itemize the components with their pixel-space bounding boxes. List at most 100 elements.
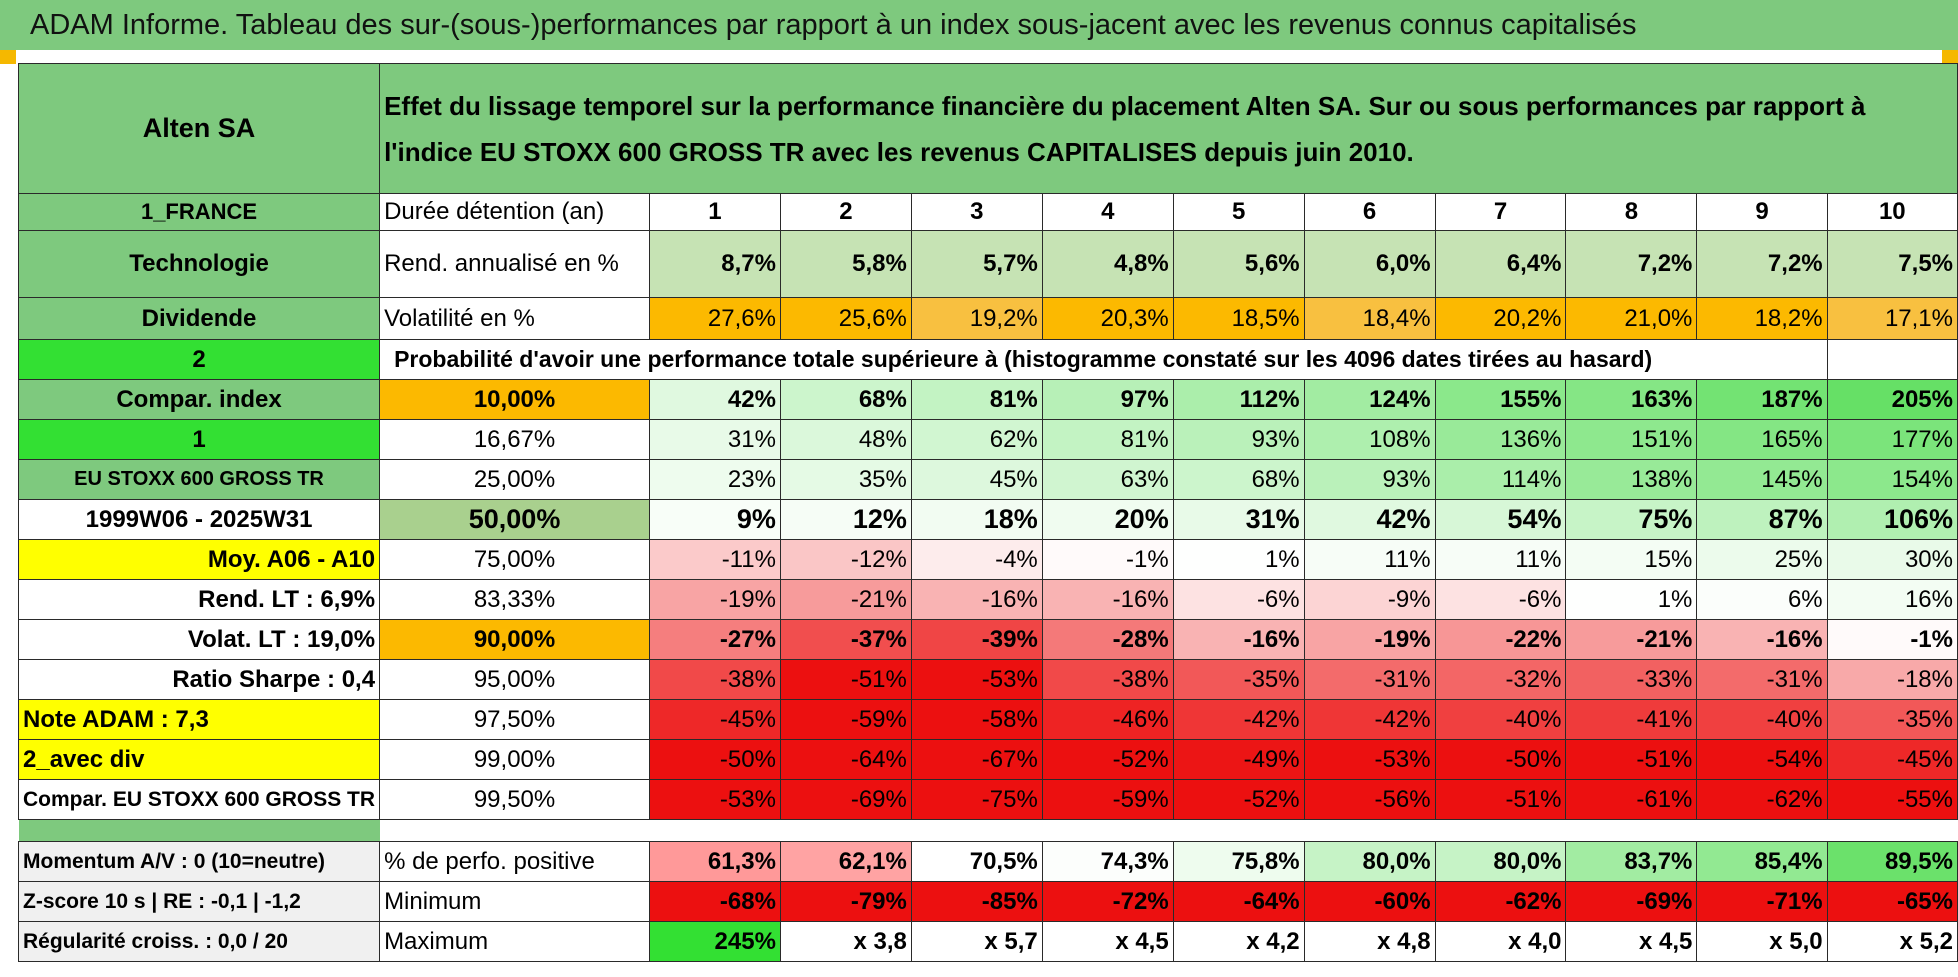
prob-value: 87% <box>1696 499 1828 540</box>
prob-value: 81% <box>910 379 1043 420</box>
prob-value: -1% <box>1826 619 1958 660</box>
prob-value: 16% <box>1826 579 1958 620</box>
choice-2[interactable]: 1 <box>17 419 381 460</box>
prob-value: -40% <box>1696 699 1828 740</box>
vol-value: 18,2% <box>1696 297 1828 340</box>
prob-value: 18% <box>910 499 1043 540</box>
corner-marker-right <box>1942 50 1958 64</box>
prob-threshold: 97,50% <box>379 699 651 740</box>
choice-1[interactable]: 2 <box>17 339 381 380</box>
prob-value: 165% <box>1696 419 1828 460</box>
prob-value: -32% <box>1434 659 1567 700</box>
prob-value: 151% <box>1565 419 1698 460</box>
prob-value: -50% <box>649 739 781 780</box>
prob-value: -75% <box>910 779 1043 820</box>
vol-value: 18,4% <box>1303 297 1436 340</box>
rend-lt: Rend. LT : 6,9% <box>17 579 381 620</box>
prob-value: -53% <box>1303 739 1436 780</box>
vol-value: 20,2% <box>1434 297 1567 340</box>
prob-value: -67% <box>910 739 1043 780</box>
prob-value: -12% <box>779 539 912 580</box>
min-value: -72% <box>1041 881 1174 922</box>
prob-value: -31% <box>1696 659 1828 700</box>
prob-value: 11% <box>1434 539 1567 580</box>
prob-value: -40% <box>1434 699 1567 740</box>
prob-value: 177% <box>1826 419 1958 460</box>
year-2: 2 <box>779 193 912 231</box>
prob-value: -33% <box>1565 659 1698 700</box>
pos-value: 80,0% <box>1434 841 1567 882</box>
prob-value: 97% <box>1041 379 1174 420</box>
prob-value: -1% <box>1041 539 1174 580</box>
table-row: Volat. LT : 19,0% 90,00% -27% -37% -39% -28% -… <box>17 619 1958 660</box>
prob-value: 112% <box>1172 379 1305 420</box>
vol-value: 21,0% <box>1565 297 1698 340</box>
prob-value: -22% <box>1434 619 1567 660</box>
table-row: 1 16,67% 31% 48% 62% 81% 93% 108% 136% 151% 165% 17… <box>17 419 1958 460</box>
prob-value: 31% <box>649 419 781 460</box>
pos-value: 80,0% <box>1303 841 1436 882</box>
year-3: 3 <box>910 193 1043 231</box>
prob-value: 12% <box>779 499 912 540</box>
rend-label: Rend. annualisé en % <box>379 230 651 298</box>
prob-value: -54% <box>1696 739 1828 780</box>
prob-value: -16% <box>1696 619 1828 660</box>
rend-value: 6,0% <box>1303 230 1436 298</box>
prob-threshold: 99,00% <box>379 739 651 780</box>
prob-value: 9% <box>649 499 781 540</box>
prob-value: 138% <box>1565 459 1698 500</box>
rend-value: 7,5% <box>1826 230 1958 298</box>
max-label: Maximum <box>379 921 651 962</box>
prob-value: -27% <box>649 619 781 660</box>
year-1: 1 <box>649 193 781 231</box>
prob-value: 35% <box>779 459 912 500</box>
prob-value: 163% <box>1565 379 1698 420</box>
pos-value: 74,3% <box>1041 841 1174 882</box>
prob-value: -53% <box>910 659 1043 700</box>
prob-value: 1% <box>1172 539 1305 580</box>
prob-value: -35% <box>1172 659 1305 700</box>
description: Effet du lissage temporel sur la perform… <box>379 63 1958 194</box>
max-value: x 5,2 <box>1826 921 1958 962</box>
year-6: 6 <box>1303 193 1436 231</box>
vol-value: 27,6% <box>649 297 781 340</box>
table-row: Note ADAM : 7,3 97,50% -45% -59% -58% -46% -42… <box>17 699 1958 740</box>
prob-value: 106% <box>1826 499 1958 540</box>
prob-value: 23% <box>649 459 781 500</box>
table-row: Compar. index 10,00% 42% 68% 81% 97% 112% 124% 1… <box>17 379 1958 420</box>
prob-value: 108% <box>1303 419 1436 460</box>
corner-marker-left <box>0 50 16 64</box>
prob-value: 154% <box>1826 459 1958 500</box>
prob-value: -52% <box>1172 779 1305 820</box>
pos-value: 89,5% <box>1826 841 1958 882</box>
prob-threshold: 10,00% <box>379 379 651 420</box>
prob-value: -51% <box>1565 739 1698 780</box>
company-name: Alten SA <box>17 63 381 194</box>
sector: Technologie <box>17 230 381 298</box>
country: 1_FRANCE <box>17 193 381 231</box>
max-value: 245% <box>649 921 781 962</box>
max-value: x 5,7 <box>910 921 1043 962</box>
vol-label: Volatilité en % <box>379 297 651 340</box>
report-title: ADAM Informe. Tableau des sur-(sous-)per… <box>0 0 1958 50</box>
min-value: -79% <box>779 881 912 922</box>
prob-value: -46% <box>1041 699 1174 740</box>
prob-threshold: 25,00% <box>379 459 651 500</box>
min-value: -85% <box>910 881 1043 922</box>
prob-value: -21% <box>779 579 912 620</box>
pos-value: 61,3% <box>649 841 781 882</box>
vol-value: 19,2% <box>910 297 1043 340</box>
prob-value: -19% <box>1303 619 1436 660</box>
prob-value: -61% <box>1565 779 1698 820</box>
prob-threshold: 50,00% <box>379 499 651 540</box>
vol-value: 20,3% <box>1041 297 1174 340</box>
prob-value: 136% <box>1434 419 1567 460</box>
sharpe-ratio: Ratio Sharpe : 0,4 <box>17 659 381 700</box>
performance-table: Alten SA Effet du lissage temporel sur l… <box>17 63 1958 962</box>
avec-div: 2_avec div <box>17 739 381 780</box>
max-value: x 4,0 <box>1434 921 1567 962</box>
left-metric: Régularité croiss. : 0,0 / 20 <box>17 921 381 962</box>
prob-value: -42% <box>1172 699 1305 740</box>
prob-value: -19% <box>649 579 781 620</box>
year-10: 10 <box>1826 193 1958 231</box>
